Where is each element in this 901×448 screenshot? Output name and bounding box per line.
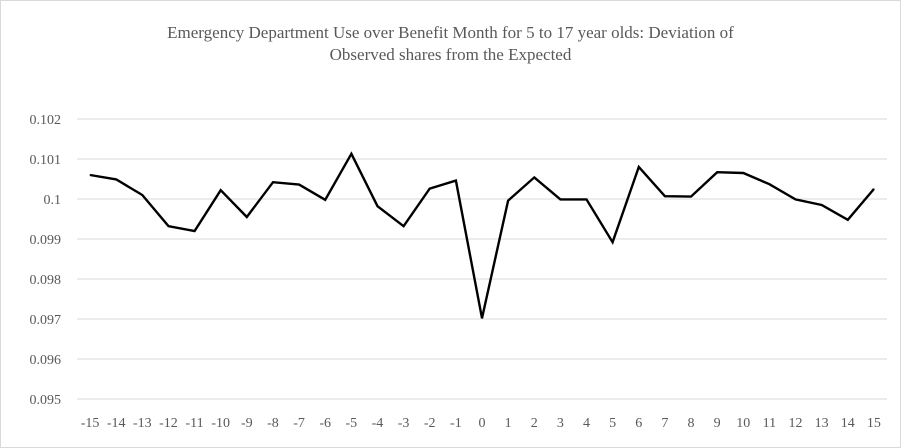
x-tick-label: -11 xyxy=(186,416,204,431)
data-point xyxy=(403,225,405,227)
x-tick-label: -8 xyxy=(267,416,279,431)
data-point xyxy=(246,216,248,218)
chart-title: Emergency Department Use over Benefit Mo… xyxy=(1,22,900,66)
x-tick-label: -10 xyxy=(211,416,230,431)
data-point xyxy=(193,230,196,232)
data-point xyxy=(533,176,535,178)
data-point xyxy=(350,153,352,155)
series-line xyxy=(89,151,875,319)
x-tick-label: 7 xyxy=(661,416,668,431)
x-tick-label: -13 xyxy=(133,416,152,431)
x-tick-label: 1 xyxy=(505,416,512,431)
x-tick-label: -5 xyxy=(346,416,358,431)
data-point xyxy=(742,172,744,174)
data-point xyxy=(507,200,509,202)
chart-title-line-2: Observed shares from the Expected xyxy=(329,45,572,64)
data-point xyxy=(690,196,692,198)
data-point xyxy=(272,181,274,183)
x-tick-label: 11 xyxy=(763,416,776,431)
y-tick-label: 0.101 xyxy=(30,153,62,168)
x-tick-label: -7 xyxy=(293,416,305,431)
data-point xyxy=(612,241,614,243)
y-tick-label: 0.096 xyxy=(30,353,62,368)
data-point xyxy=(324,199,326,201)
x-tick-label: 12 xyxy=(789,416,803,431)
data-point xyxy=(115,178,117,180)
data-point xyxy=(768,183,771,185)
data-point xyxy=(89,174,91,176)
data-point xyxy=(847,219,849,221)
y-tick-label: 0.102 xyxy=(30,113,62,128)
x-tick-label: 5 xyxy=(609,416,616,431)
y-tick-label: 0.1 xyxy=(44,193,62,208)
data-point xyxy=(298,184,300,186)
x-tick-label: 10 xyxy=(736,416,750,431)
x-tick-label: 9 xyxy=(714,416,721,431)
x-tick-label: -12 xyxy=(159,416,178,431)
y-tick-label: 0.099 xyxy=(30,233,62,248)
x-tick-label: -2 xyxy=(424,416,436,431)
data-point xyxy=(481,317,483,319)
x-tick-label: 0 xyxy=(479,416,486,431)
x-tick-label: 4 xyxy=(583,416,590,431)
data-point xyxy=(821,204,823,206)
data-point xyxy=(585,198,588,200)
x-tick-label: -9 xyxy=(241,416,253,431)
x-tick-label: -1 xyxy=(450,416,462,431)
data-point xyxy=(376,205,379,207)
x-tick-label: 15 xyxy=(867,416,881,431)
x-tick-label: 2 xyxy=(531,416,538,431)
x-tick-label: 3 xyxy=(557,416,564,431)
x-tick-label: -4 xyxy=(372,416,384,431)
data-point xyxy=(220,189,222,191)
data-point xyxy=(664,195,666,197)
x-tick-label: -3 xyxy=(398,416,410,431)
data-point xyxy=(873,188,875,190)
y-tick-label: 0.095 xyxy=(30,393,62,408)
data-point xyxy=(716,171,718,173)
x-tick-label: 6 xyxy=(635,416,642,431)
data-point xyxy=(794,198,797,200)
data-point xyxy=(559,198,561,200)
data-point xyxy=(167,225,170,227)
chart-title-line-1: Emergency Department Use over Benefit Mo… xyxy=(167,23,734,42)
x-tick-label: 14 xyxy=(841,416,855,431)
x-tick-label: -6 xyxy=(319,416,331,431)
y-tick-label: 0.098 xyxy=(30,273,62,288)
data-point xyxy=(638,166,640,168)
x-tick-label: 8 xyxy=(688,416,695,431)
data-point xyxy=(455,180,457,182)
y-tick-label: 0.097 xyxy=(30,313,62,328)
x-tick-label: -14 xyxy=(107,416,126,431)
data-point xyxy=(141,194,143,196)
data-point xyxy=(429,188,431,190)
x-tick-label: -15 xyxy=(81,416,100,431)
x-tick-label: 13 xyxy=(815,416,829,431)
